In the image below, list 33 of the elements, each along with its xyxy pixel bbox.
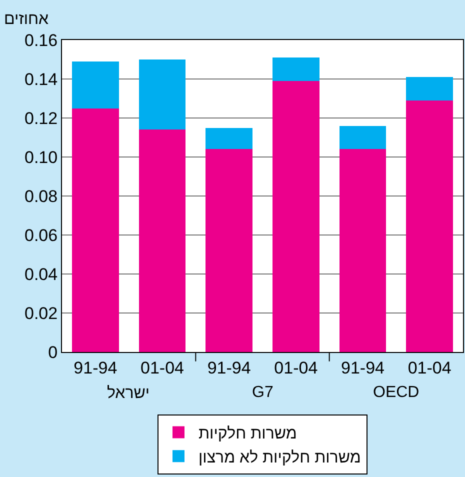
legend-label: משרות חלקיות — [198, 424, 297, 443]
bar — [72, 61, 119, 108]
bar — [138, 60, 186, 130]
bar — [72, 108, 119, 352]
x-tick-label: 91-94 — [74, 358, 118, 378]
text: ישראל — [107, 384, 150, 402]
bar — [339, 149, 386, 352]
text: G7 — [252, 384, 274, 401]
y-tick-label: 0.12 — [24, 108, 58, 128]
bar — [339, 126, 386, 150]
x-tick-label: 01-04 — [140, 358, 184, 378]
y-tick-label: 0.06 — [24, 226, 58, 245]
bar — [138, 130, 186, 352]
bar — [406, 77, 453, 100]
y-tick-label: 0.04 — [24, 264, 58, 284]
bar — [406, 100, 453, 352]
x-tick-label: 01-04 — [274, 358, 318, 378]
bar — [272, 80, 320, 352]
text: OECD — [373, 384, 420, 401]
x-tick-label: 91-94 — [341, 358, 384, 378]
y-tick-label: 0.14 — [24, 70, 58, 89]
y-tick-label: 0.10 — [24, 148, 58, 167]
y-axis-title: אחוזים — [4, 11, 49, 28]
y-tick-label: 0.16 — [24, 30, 58, 50]
y-tick-label: 0.08 — [24, 186, 58, 206]
y-tick-label: 0.02 — [24, 304, 58, 323]
bar — [206, 149, 252, 352]
y-tick-label: 0 — [48, 342, 58, 362]
x-tick-label: 91-94 — [207, 358, 251, 378]
x-tick-label: 01-04 — [408, 358, 452, 378]
bar — [272, 58, 320, 81]
bar — [206, 128, 252, 150]
legend-label: משרות חלקיות לא מרצון — [198, 448, 361, 466]
